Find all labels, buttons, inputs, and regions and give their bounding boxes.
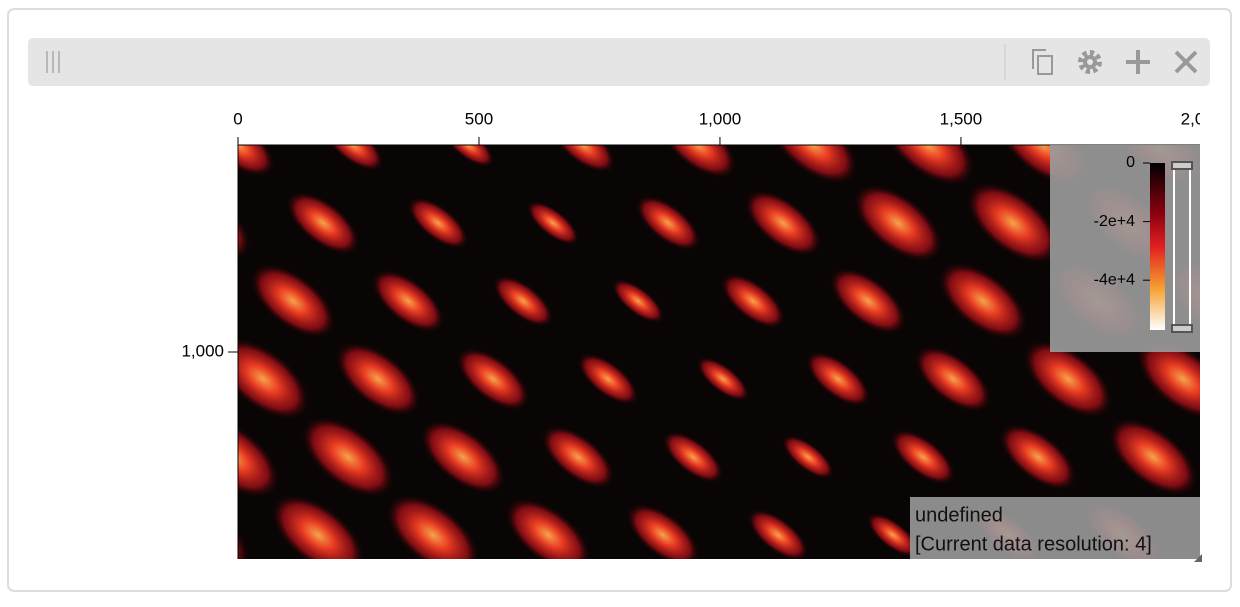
heatmap-blob <box>578 353 638 405</box>
x-ticks: 0 500 1,000 1,500 2,000 <box>233 109 1224 145</box>
x-tick-label: 0 <box>233 109 242 128</box>
heatmap-blob <box>854 184 942 262</box>
heatmap-blob <box>939 262 1027 340</box>
heatmap-blob <box>542 426 614 488</box>
heatmap-blob <box>663 431 723 483</box>
heatmap-blob <box>1137 339 1200 419</box>
heatmap-blob <box>420 420 506 494</box>
copy-icon[interactable] <box>1032 49 1053 75</box>
heatmap-blob <box>0 246 8 357</box>
heatmap-blob <box>721 273 785 329</box>
overlay <box>910 497 1200 559</box>
heatmap-blob <box>505 498 591 559</box>
heatmap-blob <box>335 342 421 416</box>
colorbar <box>1150 163 1165 330</box>
heatmap-blob <box>882 145 974 185</box>
x-tick-label: 500 <box>465 109 493 128</box>
heatmap-blob <box>493 275 553 327</box>
heatmap-blob <box>323 145 383 171</box>
overlay-text: [Current data resolution: 4] <box>915 533 1152 555</box>
heatmap-blob <box>891 429 955 485</box>
heatmap-blob <box>636 195 700 251</box>
add-icon[interactable] <box>1126 50 1150 74</box>
heatmap-blob <box>408 197 468 249</box>
resize-handle[interactable] <box>1194 554 1202 562</box>
heatmap-blob <box>457 348 529 410</box>
colorbar-label: -2e+4 <box>1094 213 1135 230</box>
heatmap-blob <box>387 495 479 559</box>
colorbar-label: -4e+4 <box>1094 271 1135 288</box>
heatmap-blob <box>287 192 359 254</box>
heatmap-blob <box>867 513 919 557</box>
heatmap-blob <box>967 183 1059 263</box>
heatmap-blob <box>769 145 857 184</box>
heatmap-blob <box>915 346 991 412</box>
heatmap-blob <box>697 357 749 401</box>
heatmap-blob <box>238 339 309 419</box>
heatmap-blob <box>1024 340 1112 418</box>
heatmap-blob <box>250 264 336 338</box>
heatmap-blob <box>527 201 579 245</box>
heatmap-blob <box>806 351 870 407</box>
x-tick-label: 1,500 <box>940 109 983 128</box>
heatmap-blob <box>1000 424 1076 490</box>
heatmap-blob <box>372 270 444 332</box>
axes: 0 500 1,000 1,500 2,000 1,000 <box>181 109 1224 559</box>
colorbar-label: 0 <box>1126 154 1135 171</box>
heatmap-blob <box>660 145 736 178</box>
colorbar-panel <box>1050 145 1200 352</box>
close-icon[interactable] <box>1174 50 1198 74</box>
x-tick-label: 2,000 <box>1181 109 1224 128</box>
toolbar <box>28 38 1210 86</box>
colorbar-slider[interactable] <box>1171 161 1193 333</box>
heatmap-blob <box>612 279 664 323</box>
settings-icon[interactable] <box>1078 50 1102 74</box>
heatmap-blob <box>238 145 274 176</box>
heatmap-blob <box>0 0 8 39</box>
heatmap-blob <box>748 509 808 559</box>
heatmap-blob <box>782 435 834 479</box>
heatmap-blob <box>302 417 394 497</box>
heatmap-blob <box>745 190 821 256</box>
heatmap-blob <box>272 495 364 559</box>
overlay-text: undefined <box>915 504 1003 526</box>
heatmap-blob <box>238 417 279 497</box>
drag-handle[interactable] <box>46 51 60 73</box>
heatmap-blob <box>627 504 699 559</box>
heatmap-blob <box>1109 418 1197 496</box>
heatmap-blob <box>830 268 906 334</box>
y-tick-label: 1,000 <box>181 341 224 360</box>
x-tick-label: 1,000 <box>699 109 742 128</box>
